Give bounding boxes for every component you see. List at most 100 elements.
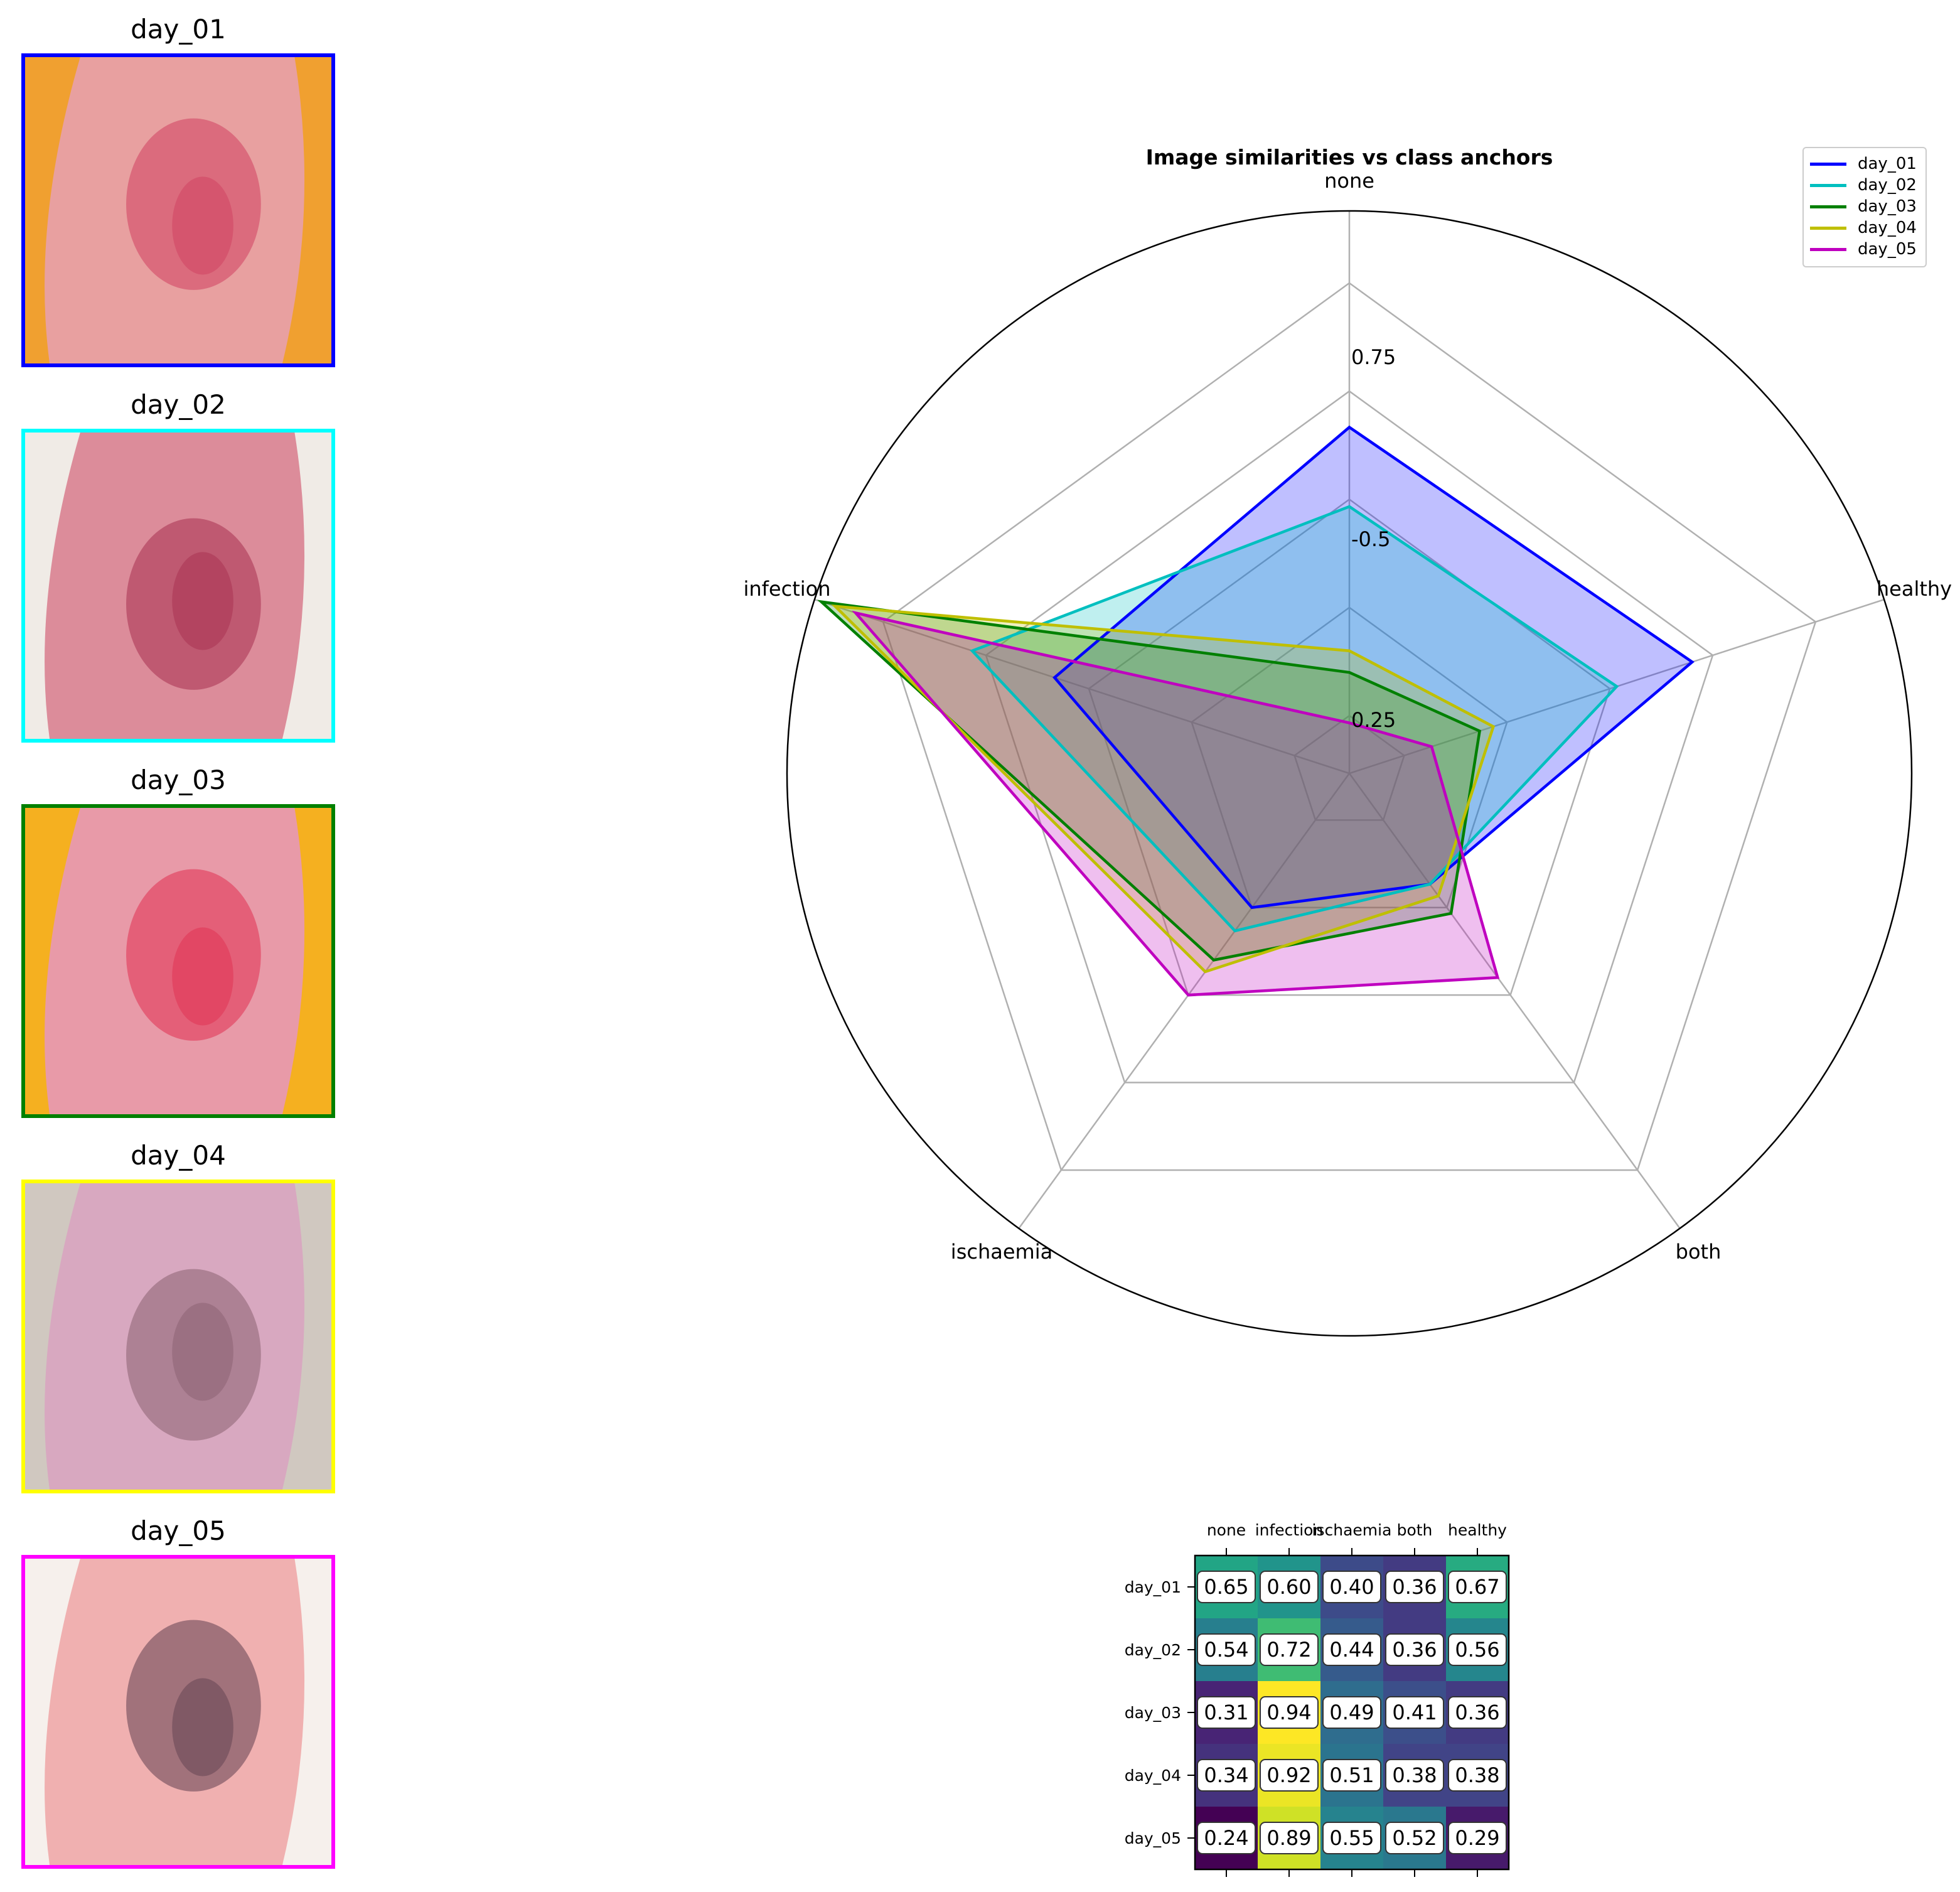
radar-series-fill-day_03: [821, 601, 1480, 960]
heatmap-value-label: 0.24: [1204, 1826, 1248, 1850]
wound-photo: [25, 57, 331, 363]
radar-axis-label-healthy: healthy: [1877, 577, 1952, 601]
heatmap-value-label: 0.31: [1204, 1701, 1248, 1724]
wound-photo: [25, 433, 331, 739]
radar-spoke: [1348, 773, 1681, 1229]
heatmap-value-box: [1197, 1571, 1256, 1603]
heatmap-value-box: [1260, 1696, 1319, 1729]
wound-image-day-01: [21, 53, 335, 367]
thumb-title: day_02: [131, 389, 226, 420]
heatmap-value-label: 0.92: [1267, 1763, 1311, 1787]
heatmap-row-label: day_03: [1125, 1704, 1181, 1722]
radar-series-line-day_02: [970, 505, 1619, 933]
wound-core: [172, 1678, 233, 1776]
heatmap-value-label: 0.34: [1204, 1763, 1248, 1787]
wound-core: [172, 176, 233, 275]
legend-label: day_03: [1858, 197, 1917, 216]
radar-series-fill-day_01: [1054, 427, 1693, 908]
heatmap-column-label: infection: [1255, 1521, 1324, 1539]
heatmap-value-box: [1322, 1633, 1381, 1666]
radar-spoke: [814, 598, 1350, 775]
heatmap-value-label: 0.40: [1329, 1575, 1374, 1599]
radar-spoke: [1018, 773, 1351, 1229]
radar-tick-label: -0.5: [1351, 527, 1390, 551]
heatmap-value-box: [1448, 1633, 1507, 1666]
heatmap-value-label: 0.72: [1267, 1638, 1311, 1662]
heatmap-value-box: [1448, 1759, 1507, 1792]
heatmap-value-label: 0.55: [1329, 1826, 1374, 1850]
radar-grid-ring: [1088, 498, 1611, 996]
heatmap-value-box: [1260, 1759, 1319, 1792]
heatmap-value-box: [1322, 1759, 1381, 1792]
heatmap-value-box: [1385, 1696, 1444, 1729]
legend: day_01 day_02 day_03 day_04 day_05: [1802, 147, 1927, 267]
heatmap-value-box: [1197, 1633, 1256, 1666]
wound-photo: [25, 1559, 331, 1865]
wound-image-day-04: [21, 1180, 335, 1493]
legend-swatch: [1810, 226, 1846, 230]
heatmap-value-box: [1197, 1759, 1256, 1792]
radar-series-fill-day_04: [835, 606, 1494, 972]
heatmap-value-label: 0.51: [1329, 1763, 1374, 1787]
heatmap-column-label: ischaemia: [1312, 1521, 1392, 1539]
legend-label: day_02: [1858, 176, 1917, 195]
wound-core: [172, 1303, 233, 1401]
heatmap-value-label: 0.89: [1267, 1826, 1311, 1850]
heatmap-value-label: 0.67: [1455, 1575, 1499, 1599]
legend-swatch: [1810, 183, 1846, 187]
radar-axis-label-both: both: [1676, 1240, 1722, 1264]
legend-item: day_04: [1810, 217, 1917, 239]
radar-grid-ring: [1191, 606, 1508, 908]
heatmap-value-box: [1385, 1759, 1444, 1792]
legend-item: day_02: [1810, 175, 1917, 196]
heatmap-value-label: 0.60: [1267, 1575, 1311, 1599]
heatmap-value-box: [1197, 1696, 1256, 1729]
radar-chart: 0.25 -0.5 0.75 none healthy both ischaemia infe…: [743, 145, 1952, 1337]
heatmap-value-label: 0.38: [1392, 1763, 1437, 1787]
heatmap-value-label: 0.36: [1392, 1575, 1437, 1599]
legend-item: day_03: [1810, 196, 1917, 217]
legend-label: day_01: [1858, 154, 1917, 173]
heatmap-value-box: [1322, 1571, 1381, 1603]
heatmap-column-label: none: [1207, 1521, 1246, 1539]
wound-image-day-02: [21, 429, 335, 743]
radar-series-line-day_05: [852, 610, 1500, 997]
heatmap-value-label: 0.29: [1455, 1826, 1499, 1850]
radar-title: Image similarities vs class anchors: [1146, 145, 1553, 169]
legend-label: day_04: [1858, 218, 1917, 237]
heatmap-value-box: [1385, 1822, 1444, 1854]
wound-image-day-03: [21, 804, 335, 1118]
radar-series-line-day_01: [1052, 425, 1695, 910]
radar-outer-circle: [786, 210, 1913, 1337]
heatmap-value-box: [1197, 1822, 1256, 1854]
heatmap-value-label: 0.41: [1392, 1701, 1437, 1724]
heatmap-value-label: 0.44: [1329, 1638, 1374, 1662]
heatmap-value-box: [1448, 1696, 1507, 1729]
radar-axis-label-ischaemia: ischaemia: [951, 1240, 1052, 1264]
thumb-title: day_03: [131, 765, 226, 795]
radar-series-fill-day_02: [972, 506, 1617, 931]
heatmap-value-label: 0.65: [1204, 1575, 1248, 1599]
radar-series-line-day_04: [831, 604, 1496, 974]
heatmap-value-box: [1448, 1822, 1507, 1854]
heatmap-value-label: 0.54: [1204, 1638, 1248, 1662]
legend-swatch: [1810, 205, 1846, 208]
heatmap-value-label: 0.49: [1329, 1701, 1374, 1724]
radar-tick-label: 0.75: [1351, 345, 1396, 369]
heatmap-value-box: [1260, 1633, 1319, 1666]
radar-grid-ring: [985, 390, 1714, 1083]
radar-axis-label-infection: infection: [743, 577, 830, 601]
wound-photo: [25, 1183, 331, 1490]
heatmap-value-label: 0.52: [1392, 1826, 1437, 1850]
heatmap: 0.65 0.60 0.40 0.36 0.67 0.54 0.72 0.44 0.36 0.56…: [1125, 1521, 1510, 1877]
legend-label: day_05: [1858, 240, 1917, 259]
heatmap-value-box: [1260, 1571, 1319, 1603]
thumb-title: day_04: [131, 1140, 226, 1171]
heatmap-value-box: [1322, 1696, 1381, 1729]
heatmap-row-label: day_04: [1125, 1766, 1181, 1785]
radar-axis-label-none: none: [1324, 169, 1374, 193]
heatmap-value-box: [1322, 1822, 1381, 1854]
legend-item: day_01: [1810, 153, 1917, 175]
heatmap-value-label: 0.38: [1455, 1763, 1499, 1787]
wound-photo: [25, 808, 331, 1114]
